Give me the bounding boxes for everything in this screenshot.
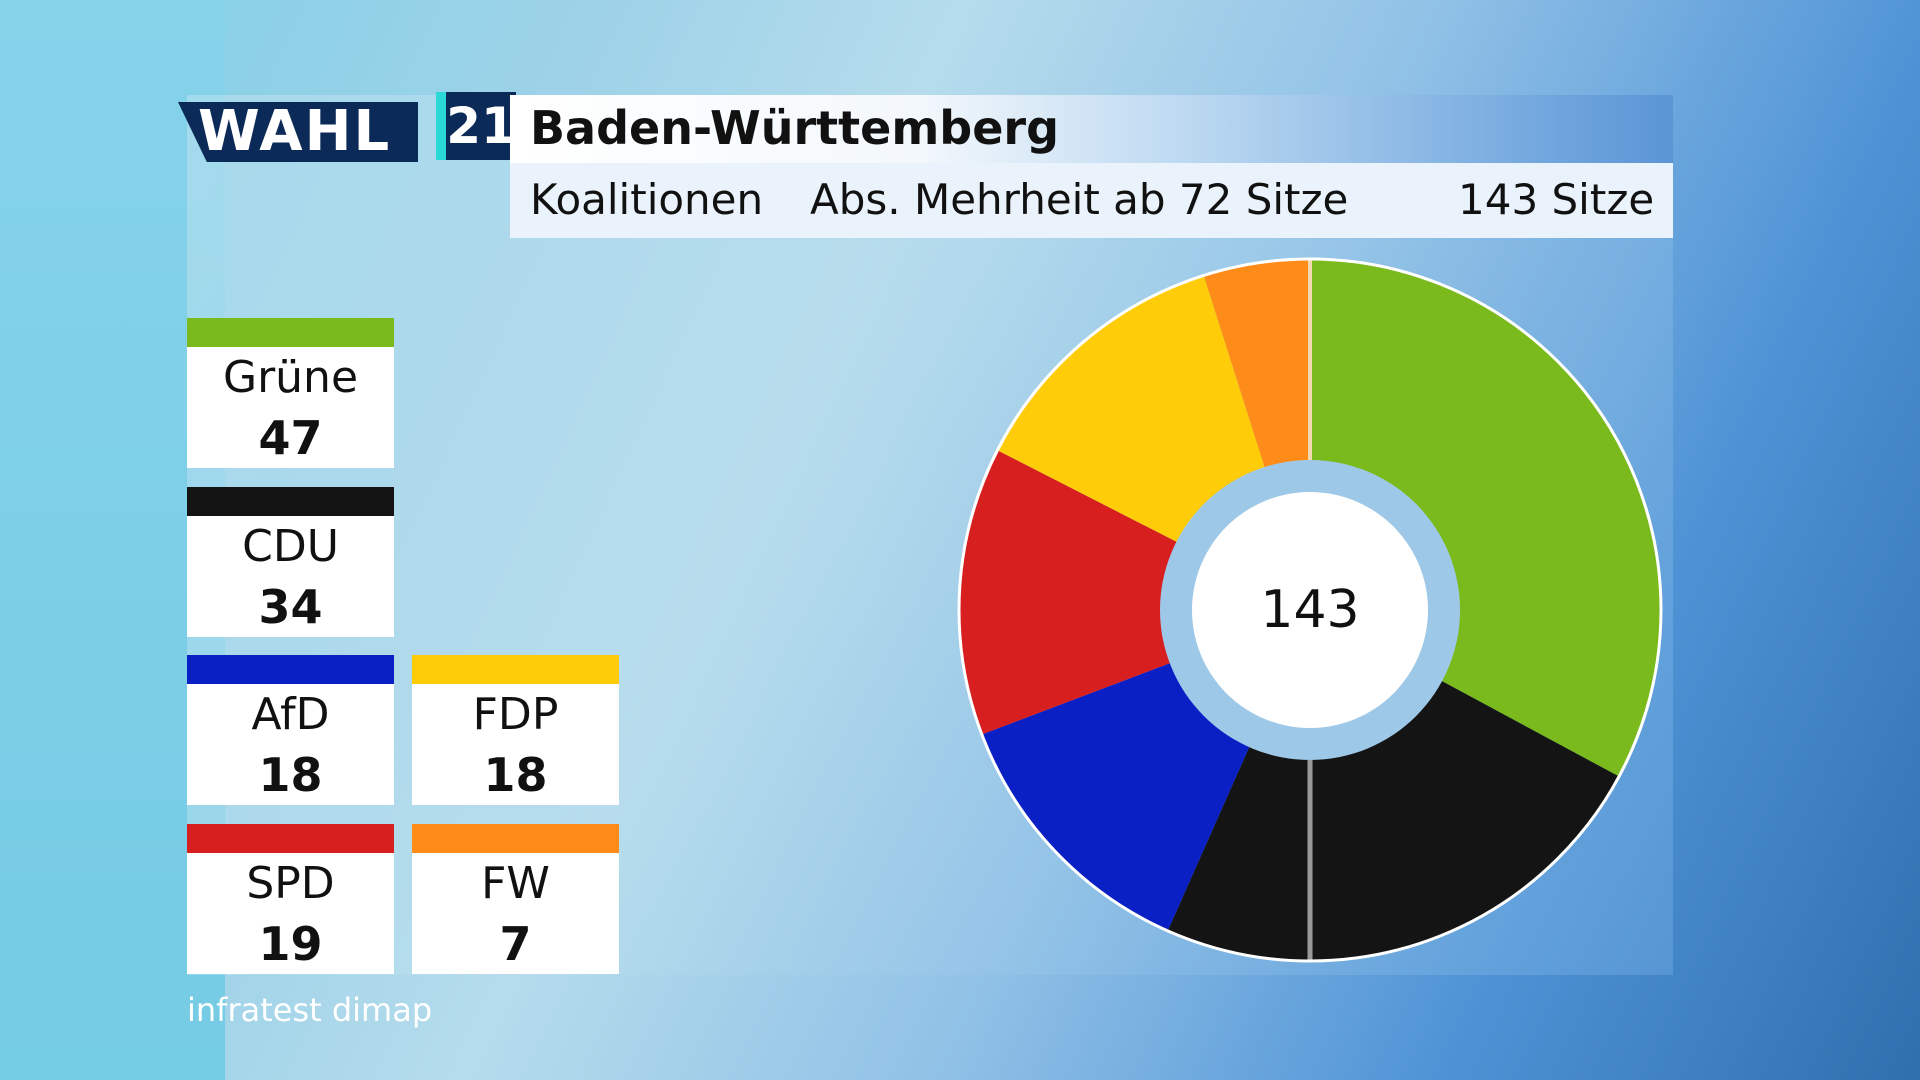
legend-seat-count: 19	[258, 917, 323, 971]
title-bar	[510, 95, 1673, 163]
legend-item-cdu: CDU 34	[187, 487, 394, 637]
legend-color-bar	[187, 487, 394, 516]
logo-wahl-text: WAHL	[178, 102, 418, 162]
legend-item-fdp: FDP 18	[412, 655, 619, 805]
legend-seat-count: 7	[499, 917, 532, 971]
legend-color-bar	[412, 824, 619, 853]
legend-color-bar	[187, 824, 394, 853]
legend-seat-count: 18	[483, 748, 548, 802]
legend-item-spd: SPD 19	[187, 824, 394, 974]
legend-party-name: FW	[481, 858, 550, 909]
legend-item-fw: FW 7	[412, 824, 619, 974]
donut-center-label: 143	[1260, 580, 1359, 640]
legend-color-bar	[187, 318, 394, 347]
legend-party-name: SPD	[246, 858, 335, 909]
legend-seat-count: 34	[258, 580, 323, 634]
donut-slice-spd	[960, 450, 1310, 735]
legend-color-bar	[412, 655, 619, 684]
logo-year-text: 21	[436, 92, 516, 160]
legend-item-afd: AfD 18	[187, 655, 394, 805]
donut-center	[1192, 492, 1428, 728]
subtitle-coalitions: Koalitionen	[530, 175, 764, 224]
legend-party-name: AfD	[251, 689, 330, 740]
page-title: Baden-Württemberg	[530, 101, 1060, 155]
donut-outline	[957, 257, 1663, 963]
subtitle-bar	[510, 163, 1673, 238]
subtitle-majority: Abs. Mehrheit ab 72 Sitze	[810, 175, 1349, 224]
legend-party-name: Grüne	[222, 352, 359, 403]
source-credit: infratest dimap	[187, 991, 433, 1029]
legend-seat-count: 47	[258, 411, 323, 465]
legend-seat-count: 18	[258, 748, 323, 802]
legend-party-name: FDP	[472, 689, 559, 740]
legend-party-name: CDU	[242, 521, 339, 572]
seat-donut-chart: 143	[957, 257, 1663, 963]
legend-item-gruene: Grüne 47	[187, 318, 394, 468]
legend-color-bar	[187, 655, 394, 684]
subtitle-total-seats: 143 Sitze	[1458, 175, 1655, 224]
